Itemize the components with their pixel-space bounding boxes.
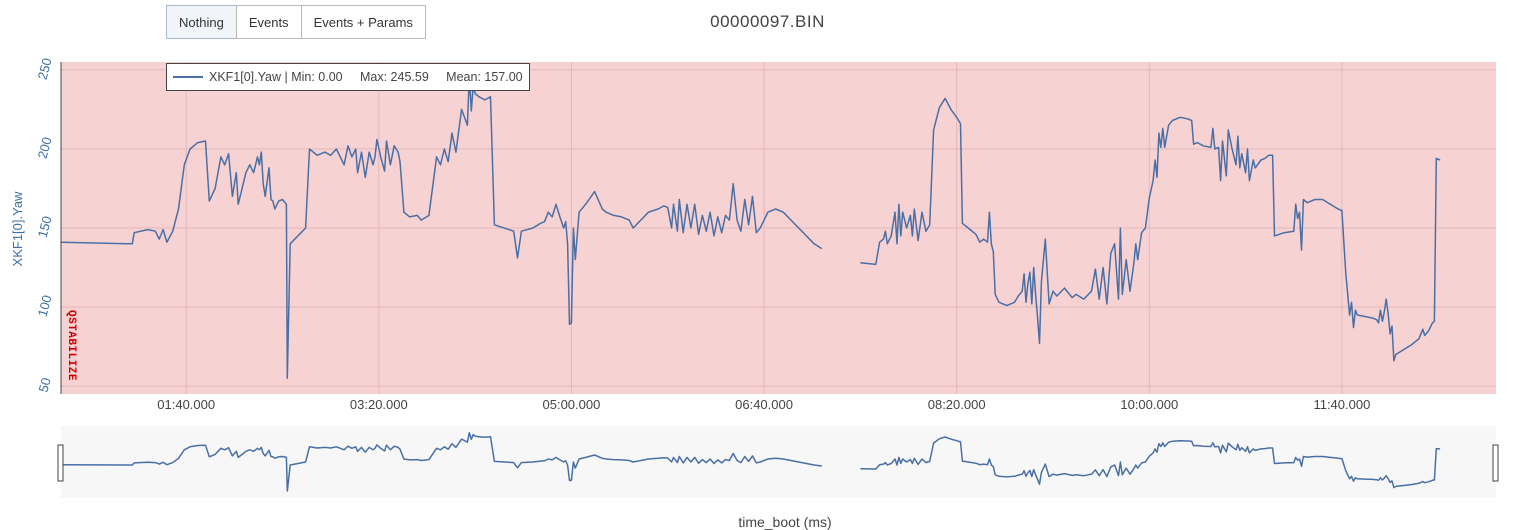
legend: XKF1[0].Yaw | Min: 0.00 Max: 245.59 Mean… [166,63,530,91]
x-tick-label: 10:00.000 [1120,397,1178,412]
legend-label: XKF1[0].Yaw | Min: 0.00 Max: 245.59 Mean… [209,70,523,84]
grid [61,62,1496,394]
events-button[interactable]: Events [235,5,302,39]
range-slider-series [60,431,1441,492]
x-tick-label: 08:20.000 [928,397,986,412]
range-slider-line [60,431,822,492]
y-axis-title: XKF1[0].Yaw [10,191,25,267]
y-tick-label: 250 [35,56,55,81]
flight-mode-label: QSTABILIZE [64,310,78,395]
x-ticks: 01:40.000 03:20.000 05:00.000 06:40.000 08:2… [157,397,1370,412]
y-tick-label: 150 [35,214,55,239]
x-axis-title: time_boot (ms) [738,514,832,530]
range-handle-right[interactable] [1492,444,1499,482]
y-ticks: 50 100 150 200 250 [35,56,55,394]
x-tick-label: 01:40.000 [157,397,215,412]
flight-mode-text: QSTABILIZE [65,310,77,382]
y-tick-label: 50 [36,376,54,394]
event-toggle-group: Nothing Events Events + Params [166,5,426,39]
x-tick-label: 05:00.000 [543,397,601,412]
main-series[interactable] [60,75,1441,379]
nothing-button[interactable]: Nothing [166,5,237,39]
x-tick-label: 11:40.000 [1313,397,1370,412]
plot-title: 00000097.BIN [710,12,825,31]
x-tick-label: 03:20.000 [350,397,408,412]
events-params-button[interactable]: Events + Params [300,5,426,39]
range-handle-left[interactable] [57,444,64,482]
series-line[interactable] [860,97,1441,362]
legend-swatch [173,76,203,78]
series-line[interactable] [60,75,823,379]
x-tick-label: 06:40.000 [735,397,793,412]
range-slider-line [860,436,1441,489]
y-tick-label: 200 [35,135,55,160]
range-slider[interactable] [61,426,1496,498]
y-tick-label: 100 [35,293,55,318]
